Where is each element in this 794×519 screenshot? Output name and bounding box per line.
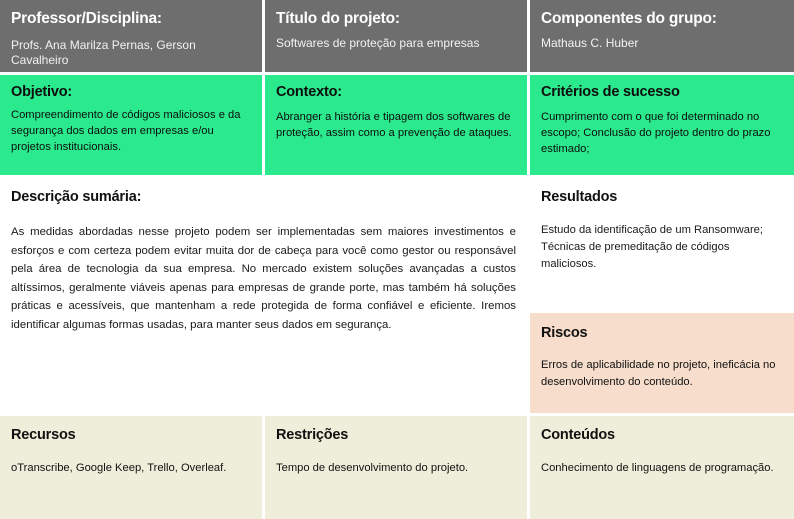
professor-names: Profs. Ana Marilza Pernas, Gerson Cavalh… bbox=[11, 38, 196, 68]
titulo-projeto-value: Softwares de proteção para empresas bbox=[276, 36, 480, 51]
recursos-title: Recursos bbox=[11, 427, 76, 443]
criterios-sucesso-title: Critérios de sucesso bbox=[541, 84, 680, 100]
cell-riscos: Riscos Erros de aplicabilidade no projet… bbox=[530, 313, 794, 413]
riscos-title: Riscos bbox=[541, 325, 588, 341]
recursos-body: oTranscribe, Google Keep, Trello, Overle… bbox=[11, 462, 227, 474]
descricao-sumaria-title: Descrição sumária: bbox=[11, 189, 142, 205]
cell-descricao-sumaria: Descrição sumária: As medidas abordadas … bbox=[0, 178, 527, 413]
cell-contexto: Contexto: Abranger a história e tipagem … bbox=[265, 75, 527, 175]
resultados-body: Estudo da identificação de um Ransomware… bbox=[541, 223, 764, 270]
cell-conteudos: Conteúdos Conhecimento de linguagens de … bbox=[530, 416, 794, 519]
resultados-title: Resultados bbox=[541, 189, 618, 205]
objetivo-body: Compreendimento de códigos maliciosos e … bbox=[11, 108, 241, 153]
cell-titulo-projeto: Título do projeto: Softwares de proteção… bbox=[265, 0, 527, 72]
cell-objetivo: Objetivo: Compreendimento de códigos mal… bbox=[0, 75, 262, 175]
cell-resultados: Resultados Estudo da identificação de um… bbox=[530, 178, 794, 311]
objetivo-title: Objetivo: bbox=[11, 84, 73, 100]
restricoes-body: Tempo de desenvolvimento do projeto. bbox=[276, 462, 469, 474]
riscos-body: Erros de aplicabilidade no projeto, inef… bbox=[541, 359, 776, 388]
criterios-sucesso-body: Cumprimento com o que foi determinado no… bbox=[541, 110, 771, 155]
professor-disciplina-title: Professor/Disciplina: bbox=[11, 10, 162, 27]
contexto-body: Abranger a história e tipagem dos softwa… bbox=[276, 110, 512, 139]
conteudos-title: Conteúdos bbox=[541, 427, 615, 443]
cell-recursos: Recursos oTranscribe, Google Keep, Trell… bbox=[0, 416, 262, 519]
cell-professor-disciplina: Professor/Disciplina: Profs. Ana Marilza… bbox=[0, 0, 262, 72]
contexto-title: Contexto: bbox=[276, 84, 342, 100]
conteudos-body: Conhecimento de linguagens de programaçã… bbox=[541, 462, 774, 474]
descricao-sumaria-body: As medidas abordadas nesse projeto podem… bbox=[11, 225, 516, 331]
cell-restricoes: Restrições Tempo de desenvolvimento do p… bbox=[265, 416, 527, 519]
componentes-grupo-title: Componentes do grupo: bbox=[541, 10, 717, 27]
componentes-grupo-value: Mathaus C. Huber bbox=[541, 36, 639, 51]
cell-criterios-sucesso: Critérios de sucesso Cumprimento com o q… bbox=[530, 75, 794, 175]
cell-componentes-grupo: Componentes do grupo: Mathaus C. Huber bbox=[530, 0, 794, 72]
titulo-projeto-title: Título do projeto: bbox=[276, 10, 400, 27]
restricoes-title: Restrições bbox=[276, 427, 349, 443]
